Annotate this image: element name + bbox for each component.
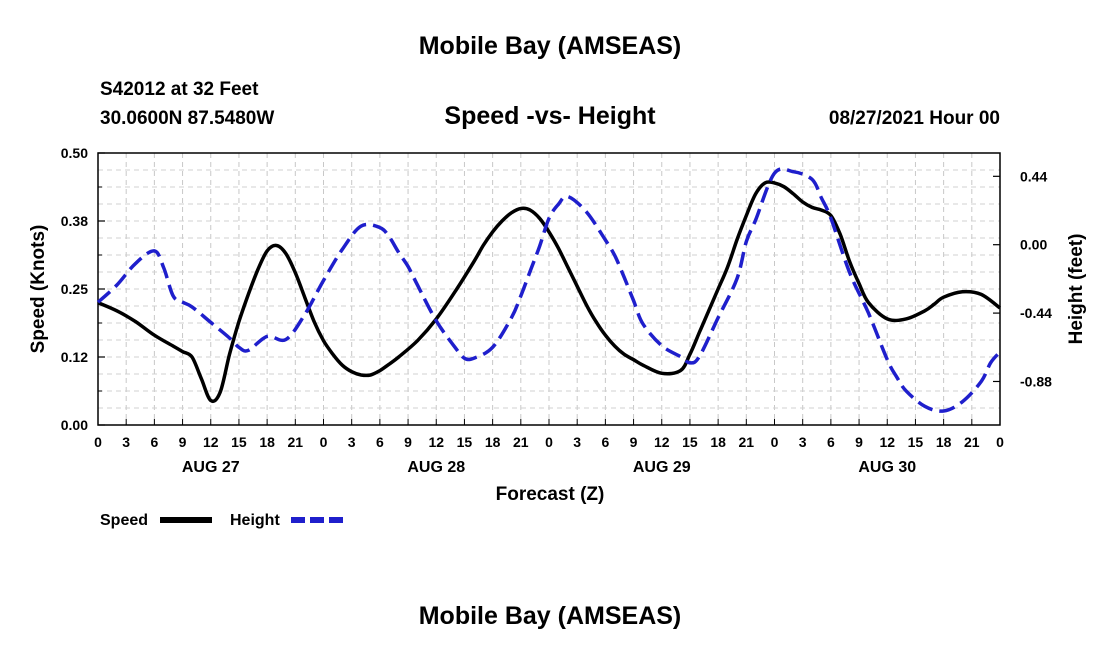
y2-axis-label: Height (feet) [1066,234,1087,345]
x-day-label: AUG 29 [633,459,691,476]
x-tick-label: 18 [710,434,726,450]
legend-speed-label: Speed [100,512,148,529]
x-day-label: AUG 28 [407,459,465,476]
x-tick-label: 21 [964,434,980,450]
x-tick-label: 3 [348,434,356,450]
x-tick-label: 0 [771,434,779,450]
series-line-height [96,167,1002,413]
x-tick-label: 3 [122,434,130,450]
y-tick-label: 0.00 [61,417,88,433]
x-tick-label: 3 [799,434,807,450]
legend: Speed Height [100,512,343,529]
x-tick-label: 3 [573,434,581,450]
series-lines [96,167,1002,413]
x-tick-label: 21 [739,434,755,450]
x-tick-label: 12 [879,434,895,450]
x-tick-label: 21 [288,434,304,450]
x-tick-label: 18 [259,434,275,450]
legend-height-label: Height [230,512,280,529]
x-tick-label: 0 [996,434,1004,450]
y-tick-label: 0.50 [61,145,88,161]
station-label: S42012 at 32 Feet [100,79,259,100]
y2-tick-label: -0.88 [1020,373,1052,389]
x-tick-label: 6 [150,434,158,450]
x-tick-label: 0 [320,434,328,450]
chart-subtitle: Speed -vs- Height [444,102,656,130]
x-tick-label: 9 [855,434,863,450]
x-tick-label: 9 [630,434,638,450]
y-axis-label: Speed (Knots) [28,225,49,354]
x-tick-label: 15 [682,434,698,450]
y2-tick-label: 0.44 [1020,168,1047,184]
x-tick-label: 6 [601,434,609,450]
series-line-speed [97,180,1002,404]
coordinates-label: 30.0600N 87.5480W [100,108,274,129]
y2-tick-label: 0.00 [1020,237,1047,253]
x-tick-label: 12 [654,434,670,450]
y-tick-label: 0.38 [61,213,88,229]
x-tick-label: 6 [827,434,835,450]
y2-tick-label: -0.44 [1020,305,1052,321]
x-tick-label: 12 [428,434,444,450]
x-tick-label: 0 [94,434,102,450]
y-tick-label: 0.12 [61,349,88,365]
x-axis-label: Forecast (Z) [496,484,605,505]
x-tick-label: 21 [513,434,529,450]
x-day-label: AUG 27 [182,459,240,476]
x-tick-label: 0 [545,434,553,450]
x-tick-label: 15 [231,434,247,450]
chart-title: Mobile Bay (AMSEAS) [419,32,682,60]
x-tick-label: 12 [203,434,219,450]
axis-ticks: 0 3 6 9 12 15 18 21 0 3 6 9 12 15 18 21 0 3 6 9 12 15 18 21 0 3 6 9… [61,145,1052,476]
y-tick-label: 0.25 [61,281,88,297]
x-tick-label: 9 [179,434,187,450]
x-tick-label: 18 [936,434,952,450]
x-day-label: AUG 30 [858,459,916,476]
x-tick-label: 6 [376,434,384,450]
x-tick-label: 18 [485,434,501,450]
footer-title: Mobile Bay (AMSEAS) [419,602,682,630]
x-tick-label: 15 [908,434,924,450]
datetime-label: 08/27/2021 Hour 00 [829,108,1000,129]
x-tick-label: 15 [457,434,473,450]
grid-lines [98,153,1000,425]
x-tick-label: 9 [404,434,412,450]
